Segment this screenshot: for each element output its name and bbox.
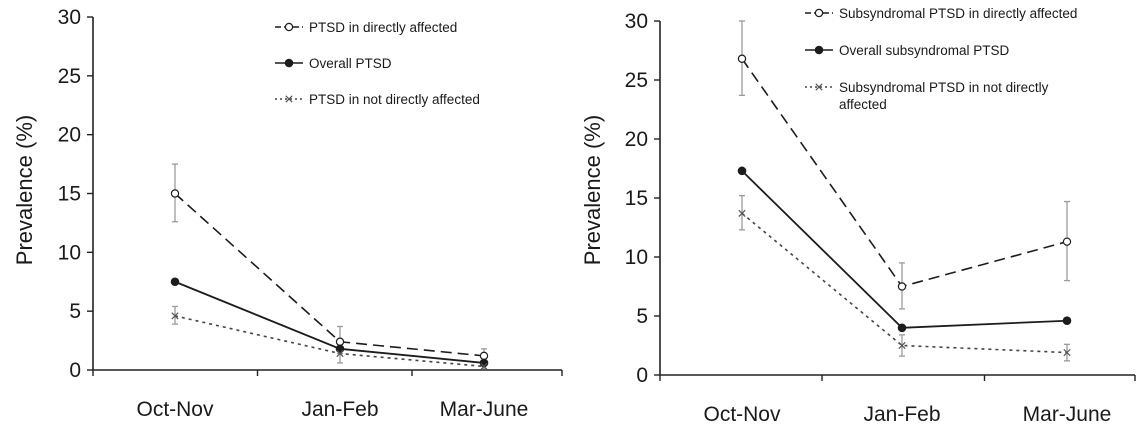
legend-marker	[815, 83, 823, 91]
y-axis-title: Prevalence (%)	[12, 115, 37, 265]
y-axis-title: Prevalence (%)	[580, 115, 605, 265]
chart-panel-2: 0 5 10 15 20 25 30 Oct-Nov Jan-Feb Mar-June Preval…	[580, 6, 1136, 426]
legend-marker	[285, 95, 293, 103]
data-point	[479, 358, 489, 368]
data-point	[1062, 237, 1072, 246]
x-category-label: Jan-Feb	[863, 403, 940, 426]
legend-label: PTSD in directly affected	[309, 20, 457, 35]
x-category-label: Jan-Feb	[301, 398, 378, 421]
data-point	[335, 344, 345, 354]
series-line	[741, 170, 1068, 329]
data-point	[1063, 348, 1071, 357]
y-tick-label: 10	[625, 246, 648, 269]
data-point	[898, 341, 906, 350]
y-tick-label: 5	[636, 305, 648, 328]
y-tick-label: 25	[625, 69, 648, 92]
data-point	[1062, 316, 1072, 326]
legend-marker	[814, 45, 824, 55]
y-tick-label: 30	[58, 6, 81, 29]
data-point	[336, 349, 344, 358]
legend-label: Subsyndromal PTSD in not directly affecte…	[839, 80, 1049, 112]
legend-label: Overall subsyndromal PTSD	[839, 43, 1010, 58]
y-tick-label: 30	[625, 10, 648, 33]
y-tick-label: 25	[58, 65, 81, 88]
legend-marker	[284, 22, 294, 32]
data-point	[479, 351, 489, 361]
y-tick-label: 5	[69, 300, 81, 323]
legend: PTSD in directly affected Overall PTSD PTS…	[275, 20, 480, 107]
series-line	[174, 280, 485, 364]
data-point	[897, 282, 907, 291]
legend-label: Subsyndromal PTSD in directly affected	[839, 6, 1077, 21]
data-point	[171, 312, 179, 320]
x-category-label: Mar-June	[1023, 403, 1112, 426]
legend: Subsyndromal PTSD in directly affected Ov…	[805, 6, 1077, 112]
y-tick-label: 0	[636, 364, 648, 387]
y-tick-label: 15	[58, 183, 81, 206]
series-line	[174, 192, 485, 357]
data-point	[738, 209, 746, 217]
y-tick-label: 20	[625, 128, 648, 151]
y-tick-label: 15	[625, 187, 648, 210]
series-line	[741, 212, 1068, 354]
y-tick-label: 20	[58, 124, 81, 147]
data-point	[737, 166, 747, 176]
data-point	[170, 277, 180, 287]
y-tick-label: 10	[58, 241, 81, 264]
data-point	[480, 362, 488, 371]
data-point	[170, 189, 180, 198]
legend-label: PTSD in not directly affected	[309, 92, 480, 107]
data-point	[897, 323, 907, 333]
data-point	[737, 54, 747, 63]
legend-label: Overall PTSD	[309, 56, 392, 71]
legend-marker	[814, 8, 824, 18]
x-category-label: Oct-Nov	[703, 403, 781, 426]
legend-marker	[284, 58, 294, 68]
data-point	[335, 337, 345, 346]
x-category-label: Oct-Nov	[136, 398, 214, 421]
y-tick-label: 0	[69, 359, 81, 382]
x-category-label: Mar-June	[440, 398, 529, 421]
chart-panel-1: 0 5 10 15 20 25 30 Oct-Nov Jan-Feb Mar-June Preval…	[12, 6, 563, 421]
